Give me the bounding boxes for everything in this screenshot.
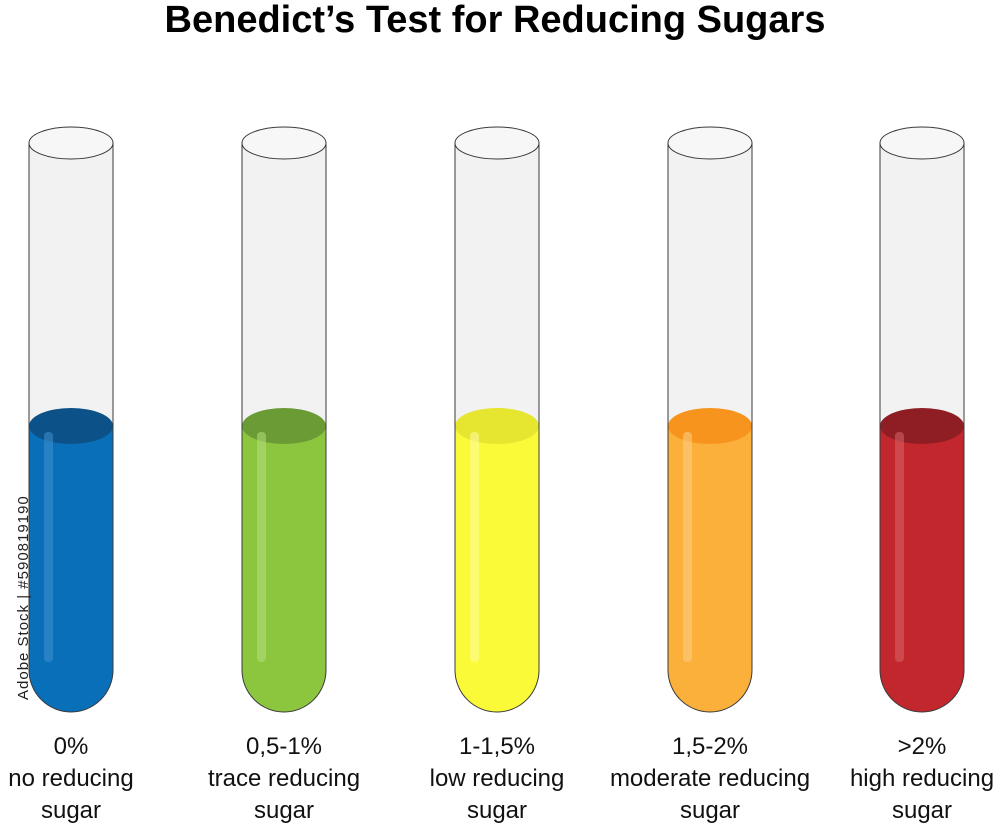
tube-outline [879,143,965,713]
tube-sugar-label: sugar [467,797,527,824]
glass-highlight [44,432,53,662]
glass-highlight [895,432,904,662]
liquid-surface [455,408,539,444]
liquid-surface [242,408,326,444]
test-tube: 1,5-2% moderate reducing sugar [610,126,810,824]
tube-sugar-label: sugar [254,797,314,824]
tube-liquid [880,426,964,712]
glass-highlight [470,432,479,662]
glass-highlight [257,432,266,662]
tube-liquid [242,426,326,712]
tube-liquid [668,426,752,712]
tube-description-label: low reducing [430,765,565,792]
tube-description-label: trace reducing [208,765,360,792]
tube-rim [879,126,965,160]
glass-highlight [683,432,692,662]
tube-row: 0% no reducing sugar 0,5-1% trace reducing su… [8,126,994,824]
tube-rim [241,126,327,160]
tube-description-label: moderate reducing [610,765,810,792]
tube-rim [667,126,753,160]
tube-percent-label: 1-1,5% [459,733,535,760]
diagram-title: Benedict’s Test for Reducing Sugars [165,0,826,41]
liquid-surface [668,408,752,444]
test-tube: >2% high reducing sugar [850,126,994,824]
liquid-surface [29,408,113,444]
tube-percent-label: 1,5-2% [672,733,748,760]
tube-outline [28,143,114,713]
tube-rim [454,126,540,160]
tube-rim [28,126,114,160]
test-tube: 0,5-1% trace reducing sugar [208,126,360,824]
tube-percent-label: 0% [54,733,89,760]
tube-description-label: high reducing [850,765,994,792]
tube-sugar-label: sugar [892,797,952,824]
tube-outline [667,143,753,713]
test-tube: 1-1,5% low reducing sugar [430,126,565,824]
tube-outline [241,143,327,713]
tube-percent-label: >2% [898,733,947,760]
tube-outline [454,143,540,713]
tube-sugar-label: sugar [41,797,101,824]
tube-description-label: no reducing [8,765,133,792]
tube-liquid [455,426,539,712]
liquid-surface [880,408,964,444]
tube-percent-label: 0,5-1% [246,733,322,760]
test-tube: 0% no reducing sugar [8,126,134,824]
tube-liquid [29,426,113,712]
watermark-text: Adobe Stock | #590819190 [15,495,32,700]
tube-sugar-label: sugar [680,797,740,824]
